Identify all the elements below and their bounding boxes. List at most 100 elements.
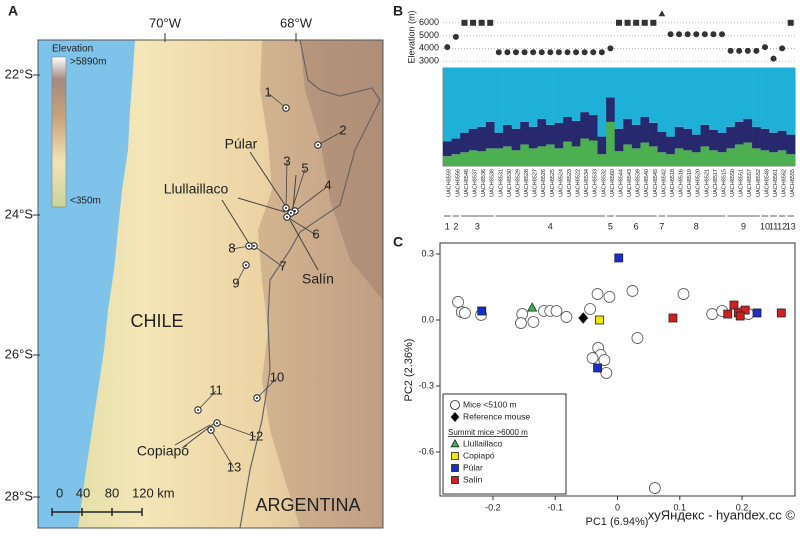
pca-point xyxy=(560,311,573,323)
ancestry-bar xyxy=(709,150,719,166)
elevation-point xyxy=(684,31,691,38)
ancestry-bar xyxy=(580,112,590,139)
ancestry-bar xyxy=(554,122,564,149)
pca-point xyxy=(648,482,661,494)
sample-label: UACH8516 xyxy=(679,169,685,197)
x-tick-label: 0.1 xyxy=(674,502,687,512)
elevation-point xyxy=(598,49,605,56)
ancestry-bar xyxy=(537,146,547,166)
ancestry-bar xyxy=(623,144,633,166)
ancestry-bar xyxy=(709,129,719,151)
sample-label: UACH8556 xyxy=(455,169,461,197)
ancestry-bar xyxy=(752,68,761,127)
site-leader xyxy=(267,92,287,109)
group-label: 11 xyxy=(769,221,778,231)
ancestry-bar xyxy=(597,136,607,155)
ancestry-bar xyxy=(571,120,581,147)
ancestry-bar xyxy=(674,68,684,127)
elevation-point xyxy=(770,55,777,62)
ancestry-bar xyxy=(717,132,727,153)
elevation-point xyxy=(693,31,700,38)
panel-label: B xyxy=(393,3,403,19)
site-label: 5 xyxy=(301,160,308,175)
ancestry-bar xyxy=(700,68,710,125)
ancestry-bar xyxy=(537,68,547,119)
elevation-point xyxy=(555,49,562,56)
ancestry-bar xyxy=(520,68,530,122)
elevation-point xyxy=(470,19,477,26)
ancestry-bar xyxy=(546,144,555,166)
sample-label: UACH8561 xyxy=(773,169,779,197)
sample-label: UACH8518 xyxy=(670,169,676,197)
ancestry-bar xyxy=(597,68,607,137)
legend-title: Elevation xyxy=(52,44,93,55)
sample-label: UACH8560 xyxy=(610,169,616,197)
site-leader xyxy=(317,130,344,146)
lat-label: 22°S xyxy=(5,66,34,81)
ancestry-bar xyxy=(451,68,461,139)
ancestry-bar xyxy=(563,68,573,117)
sample-label: UACH8517 xyxy=(713,169,719,197)
ancestry-bar xyxy=(691,134,701,153)
pca-point xyxy=(578,312,589,324)
sample-label: UACH8529 xyxy=(515,169,521,197)
elevation-point xyxy=(564,49,571,56)
ancestry-bar xyxy=(503,68,512,125)
lat-label: 24°S xyxy=(5,206,34,221)
ancestry-bar xyxy=(468,68,478,129)
pca-point xyxy=(586,352,599,364)
legend-label: Salín xyxy=(463,474,483,484)
sample-label: UACH8555 xyxy=(790,169,796,197)
sample-label: UACH8537 xyxy=(473,169,479,197)
elevation-point xyxy=(478,19,485,26)
sample-label: UACH8539 xyxy=(636,169,642,197)
ancestry-bar xyxy=(649,122,658,147)
elevation-point xyxy=(719,31,726,38)
elevation-point xyxy=(779,45,786,52)
elevation-point xyxy=(710,31,717,38)
y-tick-label: 3000 xyxy=(419,56,439,66)
y-tick-label: -0.6 xyxy=(418,446,434,456)
ancestry-bar xyxy=(554,148,564,166)
site-label: 12 xyxy=(249,428,263,443)
ancestry-bar xyxy=(700,124,710,147)
scale-label: 40 xyxy=(76,485,90,500)
ancestry-bar xyxy=(752,148,761,166)
elevation-point xyxy=(650,19,657,26)
ancestry-bar xyxy=(443,156,452,166)
ancestry-bar xyxy=(777,150,787,166)
group-label: 10 xyxy=(760,221,770,231)
elevation-point xyxy=(701,31,708,38)
elevation-point xyxy=(676,31,683,38)
site-label: 10 xyxy=(270,369,284,384)
ancestry-bar xyxy=(743,118,753,143)
pca-point xyxy=(591,288,604,300)
x-tick-label: -0.2 xyxy=(485,502,501,512)
ancestry-bar xyxy=(588,140,598,166)
sample-label: UACH8525 xyxy=(550,169,556,197)
site-label: 1 xyxy=(264,84,271,99)
ancestry-bar xyxy=(606,121,616,166)
legend-label: Mice <5100 m xyxy=(463,399,517,409)
sample-label: UACH8519 xyxy=(687,169,693,197)
elevation-point xyxy=(641,19,648,26)
pca-point xyxy=(706,308,719,320)
sample-label: UACH8531 xyxy=(498,169,504,197)
ancestry-bar xyxy=(631,124,641,149)
ancestry-bar xyxy=(631,148,641,166)
ancestry-bar xyxy=(614,68,624,129)
ancestry-bar xyxy=(528,148,538,166)
elevation-point xyxy=(607,45,614,52)
site-label: 2 xyxy=(339,122,346,137)
elevation-point xyxy=(590,49,597,56)
ancestry-bar xyxy=(614,151,624,166)
y-tick-label: 0.3 xyxy=(421,248,434,258)
ancestry-bar xyxy=(563,141,573,166)
place-label: Copiapó xyxy=(137,443,189,459)
ancestry-bar xyxy=(485,68,495,122)
ancestry-bar xyxy=(528,126,538,149)
pca-point xyxy=(677,288,690,300)
sample-label: UACH8550 xyxy=(730,169,736,197)
elevation-point xyxy=(624,19,631,26)
